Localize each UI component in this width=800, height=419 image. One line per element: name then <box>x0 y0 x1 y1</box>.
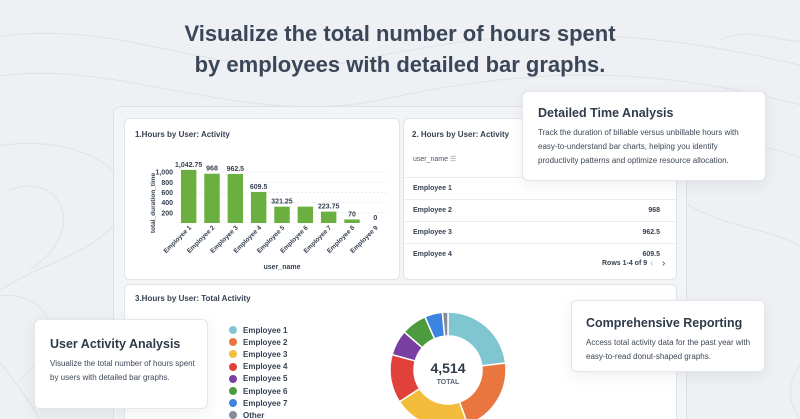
legend-item[interactable]: Other <box>229 409 287 419</box>
legend-label: Employee 3 <box>243 349 288 359</box>
row-name: Employee 1 <box>413 185 452 192</box>
bar-value-label: 1,042.75 <box>175 162 202 169</box>
legend-item[interactable]: Employee 4 <box>229 361 287 373</box>
legend-swatch <box>229 326 237 335</box>
bar-chart-card: 1.Hours by User: Activity 1,000 800 600 400… <box>124 118 400 280</box>
legend-swatch <box>229 362 237 371</box>
bar-value-label: 70 <box>348 211 356 218</box>
bar[interactable] <box>227 174 244 223</box>
bar-value-label: 223.75 <box>318 204 340 211</box>
bar-value-label: 609.5 <box>250 184 268 191</box>
donut-slice[interactable] <box>458 362 507 419</box>
legend-label: Employee 1 <box>243 325 288 335</box>
row-value: 968 <box>648 207 660 214</box>
row-name: Employee 3 <box>413 229 452 236</box>
donut-total-label: TOTAL <box>437 379 460 386</box>
legend-swatch <box>229 411 237 419</box>
y-tick-label: 400 <box>161 200 173 207</box>
bar[interactable] <box>250 191 267 223</box>
column-header-user-name[interactable]: user_name ☰ <box>413 155 456 163</box>
donut-total-value: 4,514 <box>430 360 465 376</box>
callout-detailed-time-analysis: Detailed Time Analysis Track the duratio… <box>522 91 766 181</box>
row-value: 609.5 <box>642 251 660 258</box>
pagination-label: Rows 1-4 of 9 <box>602 260 648 267</box>
legend-label: Employee 5 <box>243 374 288 384</box>
column-header-label: user_name <box>413 156 449 163</box>
row-name: Employee 2 <box>413 207 452 214</box>
bar-value-label: 0 <box>373 215 377 222</box>
donut-chart: 4,514 TOTAL <box>389 311 507 419</box>
legend-label: Employee 6 <box>243 386 288 396</box>
hero-title-line-2: by employees with detailed bar graphs. <box>194 52 606 77</box>
y-tick-label: 600 <box>161 190 173 197</box>
dashboard-panel: 1.Hours by User: Activity 1,000 800 600 400… <box>113 106 687 419</box>
legend-item[interactable]: Employee 2 <box>229 336 287 348</box>
bar[interactable] <box>204 173 220 223</box>
legend-swatch <box>229 338 237 347</box>
legend-item[interactable]: Employee 5 <box>229 373 287 385</box>
donut-slice[interactable] <box>447 311 507 367</box>
bar-chart: 1,000 800 600 400 200 total_duration_time 1,04… <box>150 162 387 271</box>
bar[interactable] <box>180 169 197 223</box>
x-axis-label: user_name <box>264 264 301 271</box>
legend-label: Employee 2 <box>243 337 288 347</box>
chevron-left-icon[interactable]: ‹ <box>650 258 654 269</box>
bar[interactable] <box>297 206 314 223</box>
sort-icon[interactable]: ☰ <box>449 156 457 163</box>
table-row[interactable]: Employee 4 609.5 <box>404 243 676 265</box>
legend-swatch <box>229 350 237 359</box>
row-name: Employee 4 <box>413 251 452 258</box>
bar-value-label: 321.25 <box>271 199 293 206</box>
y-tick-label: 200 <box>161 210 173 217</box>
y-axis-label: total_duration_time <box>150 172 157 233</box>
donut-legend: Employee 1 Employee 2 Employee 3 Employee 4… <box>229 324 287 419</box>
legend-swatch <box>229 387 237 396</box>
callout-user-activity-analysis: User Activity Analysis Visualize the tot… <box>34 319 208 409</box>
bar-value-label: 968 <box>206 166 218 173</box>
hero-title-line-1: Visualize the total number of hours spen… <box>184 21 616 46</box>
callout-title: User Activity Analysis <box>50 337 181 351</box>
legend-label: Employee 7 <box>243 398 288 408</box>
legend-label: Employee 4 <box>243 362 288 372</box>
bar[interactable] <box>344 219 360 223</box>
callout-body: Visualize the total number of hours spen… <box>50 359 195 382</box>
legend-item[interactable]: Employee 6 <box>229 385 287 397</box>
legend-swatch <box>229 374 237 383</box>
callout-body: Access total activity data for the past … <box>586 338 751 361</box>
row-value: 962.5 <box>642 229 660 236</box>
donut-chart-title: 3.Hours by User: Total Activity <box>135 294 251 303</box>
legend-item[interactable]: Employee 7 <box>229 397 287 409</box>
y-tick-label: 800 <box>161 180 173 187</box>
table-row[interactable]: Employee 3 962.5 <box>404 221 676 243</box>
legend-item[interactable]: Employee 1 <box>229 324 287 336</box>
legend-item[interactable]: Employee 3 <box>229 348 287 360</box>
table-title: 2. Hours by User: Activity <box>412 130 510 139</box>
legend-swatch <box>229 399 237 408</box>
callout-title: Comprehensive Reporting <box>586 316 743 330</box>
bar-chart-title: 1.Hours by User: Activity <box>135 130 230 139</box>
table-row[interactable]: Employee 2 968 <box>404 199 676 221</box>
chevron-right-icon[interactable]: › <box>662 258 666 269</box>
callout-title: Detailed Time Analysis <box>538 106 674 120</box>
hero-title: Visualize the total number of hours spen… <box>0 18 800 80</box>
bar-value-label: 962.5 <box>227 166 245 173</box>
callout-body: Track the duration of billable versus un… <box>538 128 739 165</box>
donut-slice[interactable] <box>441 311 449 337</box>
y-tick-label: 1,000 <box>155 170 173 177</box>
legend-label: Other <box>243 410 265 419</box>
bar[interactable] <box>274 206 290 223</box>
callout-comprehensive-reporting: Comprehensive Reporting Access total act… <box>571 300 765 372</box>
bar[interactable] <box>320 211 337 223</box>
